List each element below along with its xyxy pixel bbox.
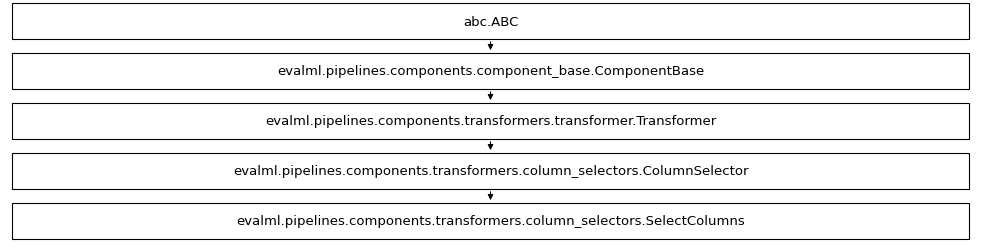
Bar <box>12 54 969 90</box>
Text: evalml.pipelines.components.transformers.transformer.Transformer: evalml.pipelines.components.transformers… <box>265 115 716 128</box>
Bar <box>12 104 969 139</box>
Bar <box>12 153 969 189</box>
Text: evalml.pipelines.components.transformers.column_selectors.ColumnSelector: evalml.pipelines.components.transformers… <box>232 165 749 178</box>
Text: abc.ABC: abc.ABC <box>463 15 518 28</box>
Text: evalml.pipelines.components.transformers.column_selectors.SelectColumns: evalml.pipelines.components.transformers… <box>236 215 745 228</box>
Text: evalml.pipelines.components.component_base.ComponentBase: evalml.pipelines.components.component_ba… <box>277 65 704 78</box>
Bar <box>12 203 969 239</box>
Bar <box>12 4 969 40</box>
